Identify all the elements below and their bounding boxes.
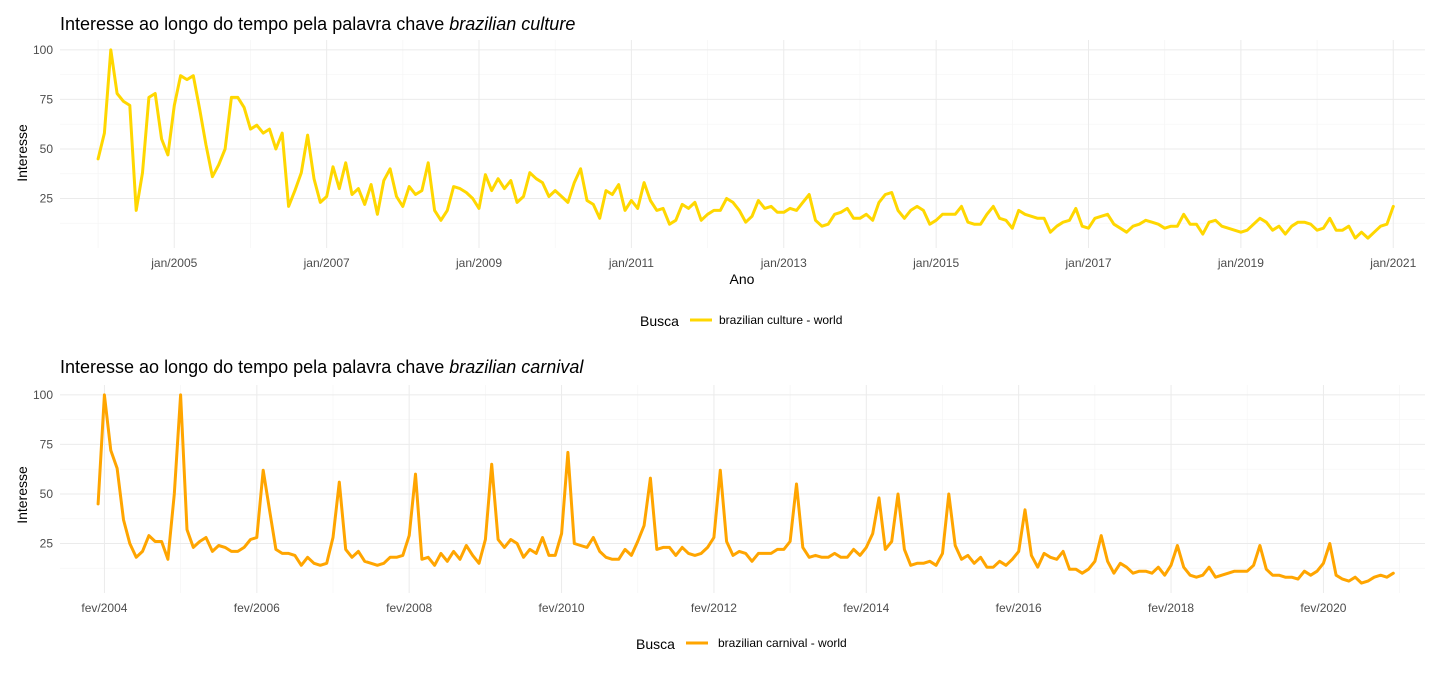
x-tick-label: jan/2005 xyxy=(150,256,197,270)
x-tick-label: fev/2004 xyxy=(81,601,127,615)
x-tick-label: fev/2014 xyxy=(843,601,889,615)
y-tick-label: 100 xyxy=(33,43,53,57)
y-tick-label: 50 xyxy=(40,142,54,156)
series-line xyxy=(96,393,1395,585)
x-tick-label: fev/2010 xyxy=(539,601,585,615)
legend-label: brazilian culture - world xyxy=(719,313,842,327)
y-tick-label: 25 xyxy=(40,536,54,550)
x-tick-label: jan/2017 xyxy=(1064,256,1111,270)
legend: Busca brazilian carnival - world xyxy=(636,636,847,652)
x-tick-label: fev/2006 xyxy=(234,601,280,615)
y-tick-label: 25 xyxy=(40,191,54,205)
x-tick-label: jan/2011 xyxy=(608,256,654,270)
grid xyxy=(60,40,1425,248)
chart-brazilian-carnival: Interesse ao longo do tempo pela palavra… xyxy=(0,341,1440,682)
series-line xyxy=(96,48,1395,240)
legend-label: brazilian carnival - world xyxy=(718,636,847,650)
legend-title: Busca xyxy=(636,636,675,652)
y-axis-title: Interesse xyxy=(14,124,30,182)
x-tick-label: jan/2019 xyxy=(1217,256,1264,270)
legend-title: Busca xyxy=(640,313,679,329)
x-tick-label: jan/2015 xyxy=(912,256,959,270)
x-tick-label: jan/2009 xyxy=(455,256,502,270)
x-tick-label: fev/2020 xyxy=(1300,601,1346,615)
x-tick-label: jan/2013 xyxy=(760,256,807,270)
x-axis-ticks: fev/2004 fev/2006 fev/2008 fev/2010 fev/2012… xyxy=(81,601,1346,615)
x-tick-label: jan/2021 xyxy=(1369,256,1416,270)
y-tick-label: 75 xyxy=(40,92,54,106)
legend: Busca brazilian culture - world xyxy=(640,313,842,329)
chart-brazilian-culture: Interesse ao longo do tempo pela palavra… xyxy=(14,14,1425,329)
y-axis-ticks: 25 50 75 100 xyxy=(33,43,53,206)
series-lines xyxy=(96,393,1395,585)
chart-title: Interesse ao longo do tempo pela palavra… xyxy=(60,14,575,34)
x-tick-label: fev/2008 xyxy=(386,601,432,615)
x-tick-label: fev/2018 xyxy=(1148,601,1194,615)
chart-1-svg: Interesse ao longo do tempo pela palavra… xyxy=(14,357,1425,652)
x-tick-label: jan/2007 xyxy=(303,256,350,270)
y-axis-ticks: 25 50 75 100 xyxy=(33,388,53,551)
chart-0-svg: Interesse ao longo do tempo pela palavra… xyxy=(14,14,1425,329)
series-lines xyxy=(96,48,1395,240)
y-tick-label: 100 xyxy=(33,388,53,402)
y-axis-title: Interesse xyxy=(14,466,30,524)
y-tick-label: 50 xyxy=(40,487,54,501)
x-axis-title: Ano xyxy=(730,271,755,287)
y-tick-label: 75 xyxy=(40,437,54,451)
chart-title: Interesse ao longo do tempo pela palavra… xyxy=(60,357,584,377)
x-tick-label: fev/2016 xyxy=(996,601,1042,615)
x-tick-label: fev/2012 xyxy=(691,601,737,615)
x-axis-ticks: jan/2005 jan/2007 jan/2009 jan/2011 jan/2013… xyxy=(150,256,1416,270)
